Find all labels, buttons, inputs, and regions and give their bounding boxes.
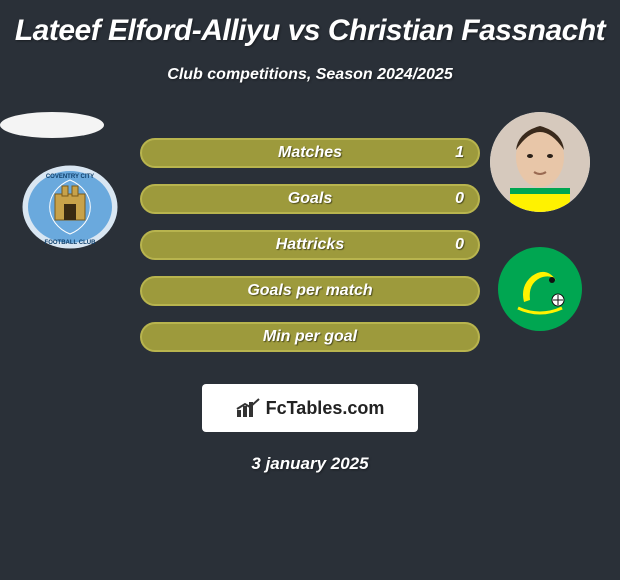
stat-label: Matches	[278, 144, 342, 162]
player-left-avatar	[0, 112, 104, 138]
club-badge-left: COVENTRY CITY FOOTBALL CLUB	[20, 164, 120, 250]
chart-icon	[236, 398, 260, 418]
stat-value-right: 0	[455, 236, 464, 254]
stat-row-goals: Goals 0	[140, 184, 480, 214]
stat-value-right: 0	[455, 190, 464, 208]
date: 3 january 2025	[0, 454, 620, 474]
stats-area: COVENTRY CITY FOOTBALL CLUB	[0, 112, 620, 372]
stat-bars: Matches 1 Goals 0 Hattricks 0 Goals per …	[140, 138, 480, 352]
comparison-card: Lateef Elford-Alliyu vs Christian Fassna…	[0, 0, 620, 484]
svg-text:FOOTBALL CLUB: FOOTBALL CLUB	[45, 240, 97, 246]
stat-row-hattricks: Hattricks 0	[140, 230, 480, 260]
stat-label: Hattricks	[276, 236, 344, 254]
stat-label: Min per goal	[263, 328, 357, 346]
subtitle: Club competitions, Season 2024/2025	[0, 66, 620, 84]
stat-row-goals-per-match: Goals per match	[140, 276, 480, 306]
stat-row-matches: Matches 1	[140, 138, 480, 168]
club-badge-right	[490, 246, 590, 332]
stat-label: Goals	[288, 190, 332, 208]
page-title: Lateef Elford-Alliyu vs Christian Fassna…	[0, 14, 620, 48]
svg-text:COVENTRY CITY: COVENTRY CITY	[46, 174, 94, 180]
watermark-text: FcTables.com	[266, 398, 385, 419]
watermark: FcTables.com	[202, 384, 418, 432]
stat-row-min-per-goal: Min per goal	[140, 322, 480, 352]
stat-value-right: 1	[455, 144, 464, 162]
stat-label: Goals per match	[247, 282, 372, 300]
player-right-avatar	[490, 112, 590, 212]
